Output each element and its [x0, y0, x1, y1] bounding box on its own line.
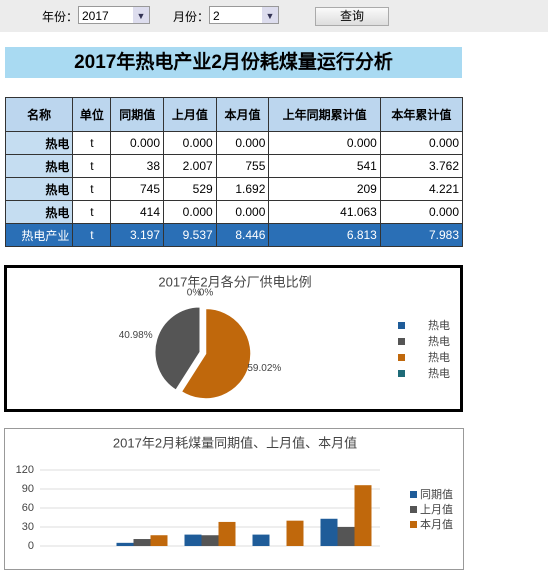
bar: [150, 535, 168, 546]
table-row: 热电 t 0.000 0.000 0.000 0.000 0.000: [4, 131, 464, 155]
bar: [252, 534, 270, 546]
month-label: 月份：: [173, 10, 210, 24]
legend-swatch: [398, 322, 405, 329]
pie-slice: [154, 306, 201, 391]
year-label: 年份：: [42, 10, 79, 24]
cell: t: [72, 154, 112, 178]
bar: [337, 527, 355, 546]
header-cell: 本年累计值: [379, 97, 464, 132]
cell: 9.537: [163, 223, 217, 247]
chart-title: 2017年2月耗煤量同期值、上月值、本月值: [113, 435, 357, 450]
table-row: 热电 t 745 529 1.692 209 4.221: [4, 177, 464, 201]
cell: 热电: [4, 177, 74, 201]
cell: 0.000: [379, 200, 464, 224]
slice-label: 0%: [187, 288, 202, 299]
legend-swatch: [398, 370, 405, 377]
cell: 6.813: [268, 223, 381, 247]
query-button[interactable]: 查询: [315, 7, 389, 26]
slice-label: 0%: [199, 288, 214, 299]
month-select[interactable]: 2: [209, 6, 279, 24]
y-tick-label: 90: [22, 483, 34, 495]
y-tick-label: 30: [22, 521, 34, 533]
slice-label: 59.02%: [247, 363, 281, 374]
y-tick-label: 60: [22, 502, 34, 514]
cell: 热电产业: [4, 223, 74, 247]
table-row: 热电 t 414 0.000 0.000 41.063 0.000: [4, 200, 464, 224]
legend-swatch: [398, 354, 405, 361]
y-tick-label: 120: [16, 464, 34, 476]
cell: 0.000: [215, 200, 270, 224]
legend-swatch: [398, 338, 405, 345]
legend-label: 同期值: [420, 488, 453, 501]
toolbar: 年份： 2017 月份： 2 查询: [0, 0, 548, 32]
header-cell: 单位: [72, 97, 112, 132]
bar: [354, 485, 372, 546]
cell: 414: [110, 200, 165, 224]
page: 年份： 2017 月份： 2 查询 2017年热电产业2月份耗煤量运行分析 名称…: [0, 0, 548, 555]
legend-label: 本月值: [420, 517, 453, 531]
cell: 1.692: [215, 177, 270, 201]
cell: 热电: [4, 154, 74, 178]
header-cell: 名称: [4, 97, 74, 132]
y-tick-label: 0: [28, 540, 34, 552]
cell: 3.197: [110, 223, 165, 247]
legend-swatch: [410, 506, 417, 513]
bar: [218, 521, 236, 546]
charts: 2017年2月各分厂供电比例0%40.98%59.02%0%热电热电热电热电20…: [16, 274, 453, 552]
cell: 热电: [4, 131, 74, 155]
header-row: 名称 单位 同期值 上月值 本月值 上年同期累计值 本年累计值: [4, 97, 464, 132]
bar: [201, 535, 219, 546]
cell: 热电: [4, 200, 74, 224]
bar: [320, 518, 338, 546]
pie-slice: [180, 308, 252, 400]
legend-label: 上月值: [420, 503, 453, 516]
cell: 8.446: [215, 223, 270, 247]
cell: 0.000: [379, 131, 464, 155]
bar: [116, 542, 134, 546]
pie-frame: [4, 265, 463, 412]
bar: [184, 534, 202, 546]
cell: t: [72, 223, 112, 247]
cell: t: [72, 131, 112, 155]
legend-label: 热电: [428, 335, 450, 348]
table-row: 热电产业 t 3.197 9.537 8.446 6.813 7.983: [4, 223, 464, 247]
legend-label: 热电: [428, 319, 450, 332]
cell: 541: [268, 154, 381, 178]
cell: 7.983: [379, 223, 464, 247]
table-row: 热电 t 38 2.007 755 541 3.762: [4, 154, 464, 178]
cell: 0.000: [163, 200, 217, 224]
data-table: 名称 单位 同期值 上月值 本月值 上年同期累计值 本年累计值 热电 t 0.000 0.000 0.…: [4, 97, 464, 247]
cell: 0.000: [215, 131, 270, 155]
report-title: 2017年热电产业2月份耗煤量运行分析: [5, 47, 462, 78]
header-cell: 上年同期累计值: [268, 97, 381, 132]
year-select[interactable]: 2017: [78, 6, 150, 24]
cell: 41.063: [268, 200, 381, 224]
legend-swatch: [410, 521, 417, 528]
slice-label: 40.98%: [119, 330, 153, 341]
header-cell: 同期值: [110, 97, 165, 132]
bar: [133, 539, 151, 546]
cell: 0.000: [268, 131, 381, 155]
header-cell: 上月值: [163, 97, 217, 132]
legend-label: 热电: [428, 351, 450, 364]
cell: t: [72, 200, 112, 224]
legend-swatch: [410, 491, 417, 498]
legend-label: 热电: [428, 367, 450, 380]
bar: [286, 520, 304, 546]
chart-title: 2017年2月各分厂供电比例: [158, 274, 311, 289]
